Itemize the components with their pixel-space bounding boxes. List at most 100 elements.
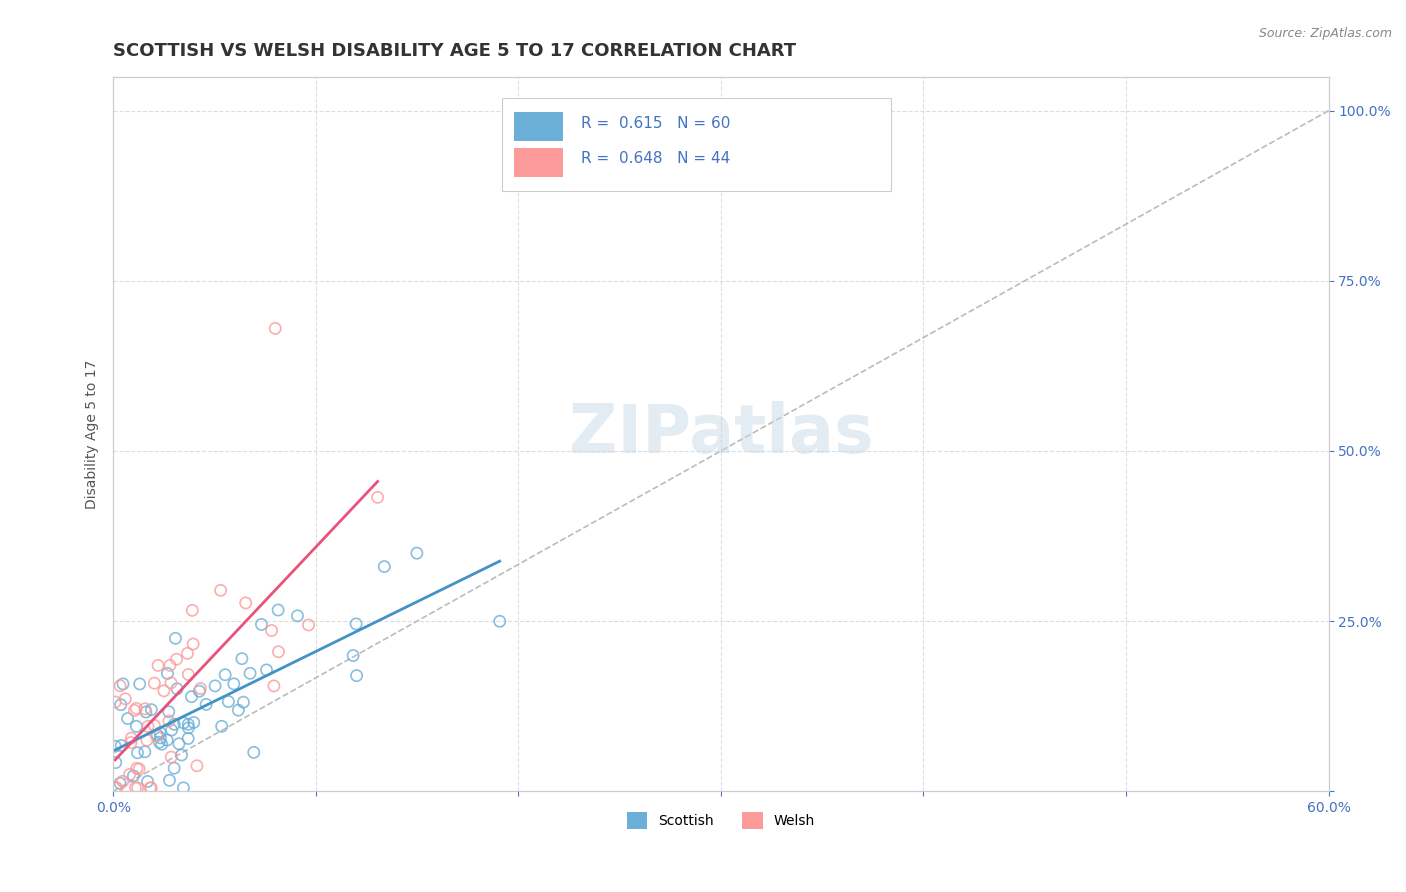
Point — [135, 733, 157, 747]
Point — [232, 695, 254, 709]
Point — [110, 698, 132, 712]
Point — [163, 761, 186, 775]
Point — [120, 735, 142, 749]
Point — [165, 632, 187, 646]
Point — [108, 679, 131, 693]
Point — [159, 773, 181, 788]
Point — [141, 780, 163, 795]
Point — [188, 684, 211, 698]
Point — [160, 750, 183, 764]
Point — [108, 776, 131, 790]
Point — [153, 683, 176, 698]
Point — [127, 746, 149, 760]
Point — [214, 667, 236, 681]
Text: Source: ZipAtlas.com: Source: ZipAtlas.com — [1258, 27, 1392, 40]
Point — [134, 702, 156, 716]
Text: R =  0.615   N = 60: R = 0.615 N = 60 — [581, 116, 731, 130]
Point — [287, 608, 309, 623]
Point — [256, 663, 278, 677]
Point — [143, 718, 166, 732]
Point — [166, 681, 188, 696]
Point — [156, 733, 179, 747]
Point — [128, 677, 150, 691]
Point — [177, 731, 200, 746]
Point — [139, 780, 162, 795]
Point — [135, 705, 157, 719]
Point — [124, 780, 146, 795]
Point — [110, 739, 132, 753]
Point — [190, 681, 212, 696]
Point — [117, 712, 139, 726]
Point — [149, 725, 172, 739]
Text: SCOTTISH VS WELSH DISABILITY AGE 5 TO 17 CORRELATION CHART: SCOTTISH VS WELSH DISABILITY AGE 5 TO 17… — [114, 42, 796, 60]
Point — [297, 618, 319, 632]
Point — [235, 596, 257, 610]
Point — [267, 603, 290, 617]
Point — [173, 715, 195, 730]
Point — [177, 721, 200, 735]
Point — [163, 717, 186, 731]
Legend: Scottish, Welsh: Scottish, Welsh — [621, 806, 821, 834]
Point — [263, 679, 285, 693]
Point — [167, 737, 190, 751]
Point — [170, 747, 193, 762]
Point — [150, 737, 173, 751]
Point — [146, 658, 169, 673]
Point — [105, 780, 128, 795]
Point — [166, 652, 188, 666]
Point — [111, 774, 134, 789]
Point — [160, 676, 183, 690]
Point — [124, 703, 146, 717]
Point — [186, 758, 208, 772]
Point — [114, 691, 136, 706]
FancyBboxPatch shape — [515, 112, 562, 141]
Point — [260, 624, 283, 638]
FancyBboxPatch shape — [502, 98, 891, 191]
Point — [267, 645, 290, 659]
Point — [488, 615, 510, 629]
Point — [160, 723, 183, 737]
Point — [157, 705, 180, 719]
Point — [127, 780, 149, 795]
Point — [125, 761, 148, 775]
Point — [217, 694, 239, 708]
Point — [145, 729, 167, 743]
Point — [104, 780, 127, 795]
Point — [143, 676, 166, 690]
Point — [136, 774, 159, 789]
Point — [242, 745, 264, 759]
Point — [157, 714, 180, 728]
Point — [183, 715, 205, 730]
Point — [104, 739, 127, 754]
Point — [172, 780, 194, 795]
Point — [177, 667, 200, 681]
Text: R =  0.648   N = 44: R = 0.648 N = 44 — [581, 152, 730, 166]
Text: ZIPatlas: ZIPatlas — [568, 401, 873, 467]
Point — [231, 651, 253, 665]
Point — [120, 731, 142, 746]
Point — [228, 703, 250, 717]
Y-axis label: Disability Age 5 to 17: Disability Age 5 to 17 — [86, 359, 100, 508]
Point — [125, 701, 148, 715]
Point — [181, 637, 204, 651]
FancyBboxPatch shape — [515, 148, 562, 177]
Point — [239, 666, 262, 681]
Point — [125, 719, 148, 733]
Point — [342, 648, 364, 663]
Point — [346, 668, 368, 682]
Point — [122, 769, 145, 783]
Point — [149, 731, 172, 745]
Point — [211, 719, 233, 733]
Point — [180, 690, 202, 704]
Point — [146, 728, 169, 742]
Point — [118, 767, 141, 781]
Point — [141, 703, 163, 717]
Point — [209, 583, 232, 598]
Point — [176, 646, 198, 660]
Point — [250, 617, 273, 632]
Point — [104, 695, 127, 709]
Point — [195, 698, 218, 712]
Point — [148, 735, 170, 749]
Point — [156, 666, 179, 681]
Point — [344, 616, 367, 631]
